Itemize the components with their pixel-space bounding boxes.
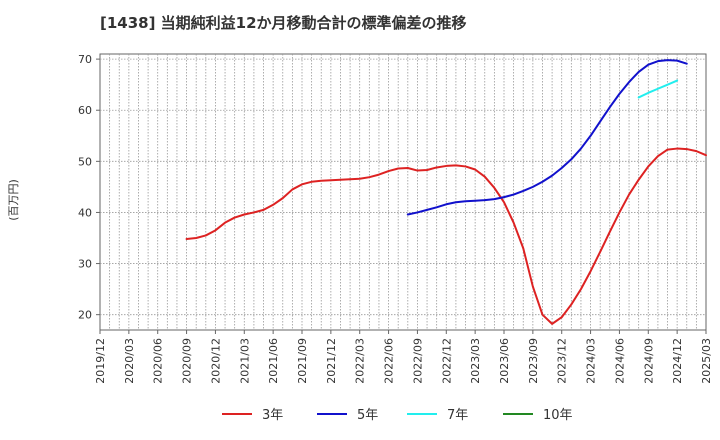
y-tick-label: 20 (78, 309, 92, 322)
x-tick-label: 2024/09 (642, 338, 655, 384)
x-tick-label: 2021/12 (325, 338, 338, 384)
series-lines (185, 59, 707, 325)
x-tick-label: 2022/09 (411, 338, 424, 384)
series-line-0 (185, 147, 707, 325)
legend-label-0: 3年 (262, 408, 283, 423)
series-line-1 (406, 59, 688, 216)
x-tick-label: 2023/12 (556, 338, 569, 384)
y-tick-label: 30 (78, 258, 92, 271)
x-tick-label: 2020/03 (123, 338, 136, 384)
x-tick-label: 2020/06 (152, 338, 165, 384)
x-tick-label: 2024/03 (585, 338, 598, 384)
x-tick-label: 2021/03 (238, 338, 251, 384)
x-tick-label: 2024/06 (613, 338, 626, 384)
legend-label-1: 5年 (357, 408, 378, 423)
y-axis-ticks: 20 30 40 50 60 70 (78, 53, 100, 322)
grid-lines (100, 54, 706, 330)
x-tick-label: 2025/03 (700, 338, 713, 384)
y-tick-label: 70 (78, 53, 92, 66)
x-tick-label: 2021/06 (267, 338, 280, 384)
y-tick-label: 60 (78, 104, 92, 117)
x-tick-label: 2020/09 (181, 338, 194, 384)
x-axis-ticks: 2019/12 2020/03 2020/06 2020/09 2020/12 2021/… (94, 330, 713, 384)
x-tick-label: 2022/06 (383, 338, 396, 384)
x-tick-label: 2022/12 (440, 338, 453, 384)
x-tick-label: 2020/12 (209, 338, 222, 384)
plot-area (99, 53, 707, 331)
legend-label-2: 7年 (447, 408, 468, 423)
legend: 3年 5年 7年 10年 (222, 408, 573, 423)
x-tick-label: 2023/03 (469, 338, 482, 384)
series-line-2 (637, 79, 679, 99)
x-tick-label: 2024/12 (671, 338, 684, 384)
legend-label-3: 10年 (543, 408, 573, 423)
x-tick-label: 2023/06 (498, 338, 511, 384)
x-tick-label: 2023/09 (527, 338, 540, 384)
y-tick-label: 50 (78, 155, 92, 168)
x-tick-label: 2021/09 (296, 338, 309, 384)
x-tick-label: 2019/12 (94, 338, 107, 384)
x-tick-label: 2022/03 (354, 338, 367, 384)
y-axis-label: (百万円) (7, 179, 20, 221)
y-tick-label: 40 (78, 206, 92, 219)
chart-title: [1438] 当期純利益12か月移動合計の標準偏差の推移 (100, 14, 467, 32)
